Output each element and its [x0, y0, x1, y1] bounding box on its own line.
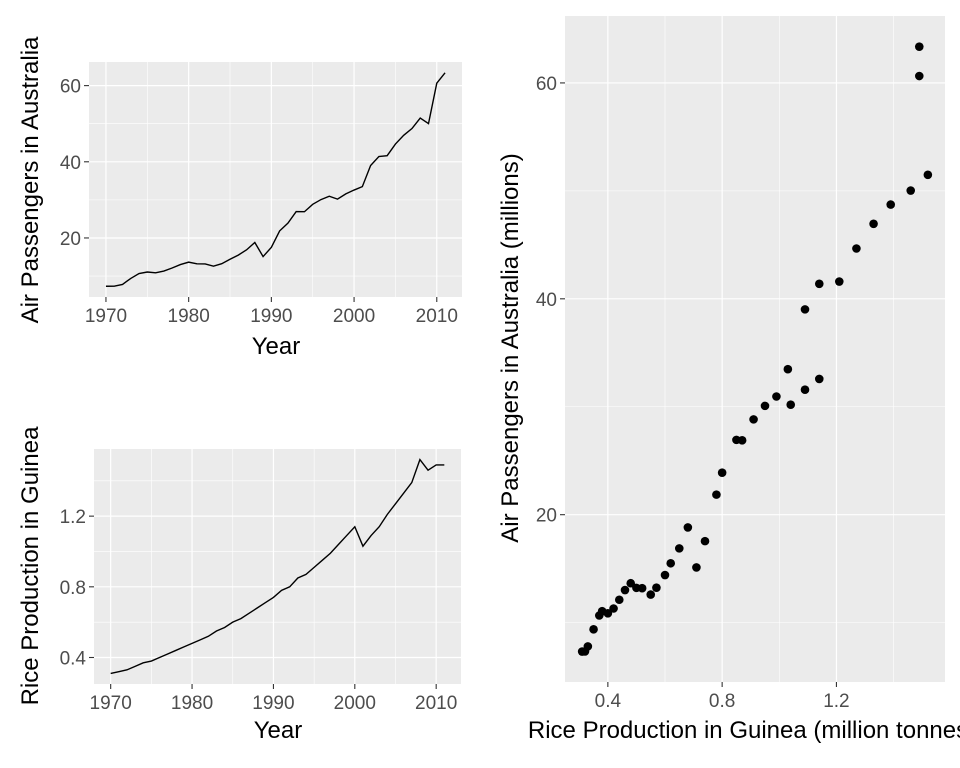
x-axis-title: Rice Production in Guinea (million tonne… [528, 717, 960, 744]
data-point [666, 558, 676, 568]
data-point [923, 170, 933, 180]
data-point [869, 219, 878, 229]
y-tick-label: 60 [536, 74, 557, 95]
data-point [772, 392, 781, 401]
data-point [700, 536, 710, 546]
y-axis-title: Air Passengers in Australia (millions) [497, 153, 524, 542]
y-tick-label: 20 [536, 506, 557, 527]
y-tick-label: 60 [60, 77, 81, 98]
x-tick-label: 1990 [250, 306, 292, 327]
data-point [626, 578, 636, 588]
x-tick-label: 2000 [333, 306, 375, 327]
data-point [914, 71, 924, 81]
y-tick-label: 40 [536, 290, 557, 311]
data-point [906, 186, 916, 195]
data-point [712, 490, 721, 499]
data-point [692, 563, 701, 572]
data-point [786, 400, 796, 409]
x-tick-label: 2010 [415, 693, 457, 714]
data-point [760, 401, 770, 411]
x-axis-title: Year [252, 333, 301, 360]
x-tick-label: 1990 [252, 693, 294, 714]
data-point [852, 244, 861, 253]
data-point [737, 436, 747, 445]
y-axis-title: Air Passengers in Australia [17, 36, 44, 323]
y-axis-title: Rice Production in Guinea [17, 426, 44, 705]
data-line [110, 458, 445, 675]
data-point [620, 585, 630, 595]
panel-background [565, 16, 945, 682]
y-tick-label: 40 [60, 153, 81, 174]
y-tick-label: 1.2 [60, 507, 86, 528]
data-point [717, 468, 727, 478]
data-point [674, 544, 684, 553]
data-point [749, 415, 758, 424]
x-tick-label: 1.2 [823, 691, 849, 712]
data-line [105, 72, 446, 287]
data-point [800, 385, 810, 394]
x-tick-label: 2010 [416, 306, 458, 327]
x-tick-label: 1970 [85, 306, 127, 327]
data-point [614, 595, 624, 605]
data-point [914, 42, 924, 51]
data-point [609, 604, 618, 613]
data-point [800, 305, 810, 314]
data-point [783, 364, 793, 374]
y-tick-label: 20 [60, 229, 81, 250]
data-point [660, 570, 670, 580]
x-tick-label: 1970 [90, 693, 132, 714]
data-point [886, 200, 896, 209]
y-tick-label: 0.4 [60, 648, 87, 669]
x-tick-label: 2000 [334, 693, 376, 714]
y-tick-label: 0.8 [60, 578, 86, 599]
data-point [646, 590, 656, 599]
data-point [814, 279, 824, 289]
data-point [583, 642, 593, 651]
x-tick-label: 0.4 [595, 691, 622, 712]
data-point [589, 625, 598, 634]
panel-background [89, 62, 462, 297]
data-point [683, 523, 693, 532]
data-point [834, 277, 844, 286]
x-tick-label: 0.8 [709, 691, 735, 712]
x-tick-label: 1980 [171, 693, 213, 714]
panel-background [94, 449, 461, 684]
data-point [603, 609, 613, 618]
data-point [814, 374, 824, 384]
data-point [637, 583, 647, 593]
data-point [652, 583, 661, 592]
x-tick-label: 1980 [168, 306, 210, 327]
x-axis-title: Year [254, 717, 303, 744]
